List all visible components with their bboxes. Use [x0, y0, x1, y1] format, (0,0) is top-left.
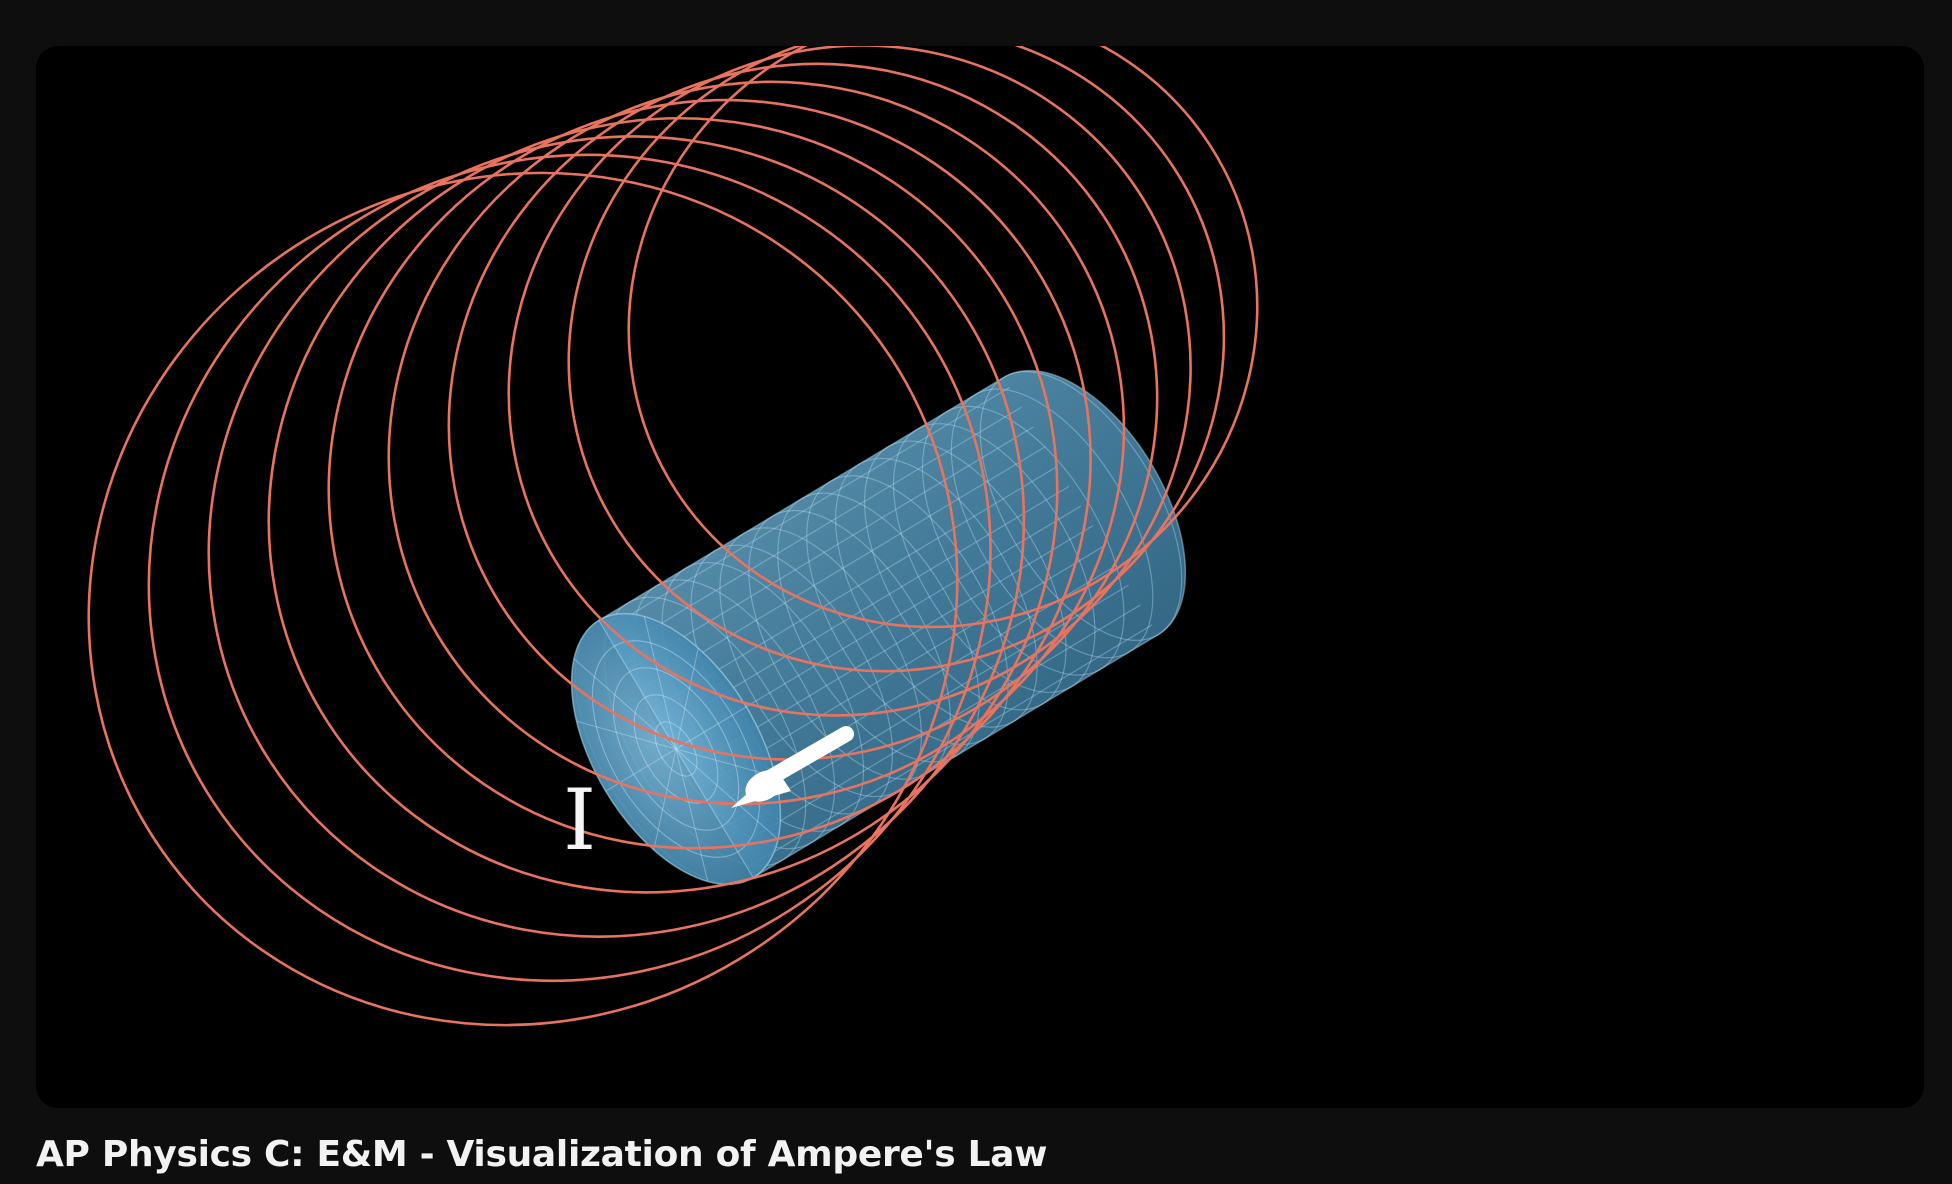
wire-grid-line [628, 426, 1034, 671]
wire-cap-spoke [675, 748, 776, 778]
wire-grid-ring [979, 371, 1183, 641]
field-loop-back-arc [567, 46, 1176, 531]
field-loop-back-arc [387, 80, 1070, 647]
wire-grid-ring [806, 475, 1009, 746]
magnetic-field-loops-back [87, 46, 1211, 840]
wire-grid-ring [892, 423, 1096, 694]
wire-cap-spoke [643, 616, 677, 750]
wire-grid-line [746, 624, 1153, 869]
wire-cap-spoke [576, 720, 677, 750]
current-label: I [563, 771, 596, 869]
magnetic-field-loops-front [152, 144, 1259, 1108]
wire-cap-grid [633, 694, 719, 804]
video-title: AP Physics C: E&M - Visualization of Amp… [36, 1134, 1048, 1175]
video-player[interactable]: I [36, 46, 1924, 1108]
field-loop-front-arc [501, 215, 1159, 761]
field-loop-back-arc [207, 135, 964, 763]
wire-cap-spoke [653, 748, 677, 850]
wire-grid-line [723, 584, 1129, 829]
wire-cap-grid [612, 667, 740, 831]
field-loop-front-arc [210, 334, 992, 983]
field-loop-front-arc [152, 358, 959, 1027]
wire-grid-ring [863, 440, 1067, 711]
field-loop-back-arc [147, 153, 929, 801]
wire-grid-ring [950, 388, 1154, 659]
wire-grid-ring [835, 457, 1038, 728]
field-loop-back-arc [627, 46, 1211, 492]
arrow-head-base [745, 770, 783, 802]
wire-grid-ring [777, 492, 980, 763]
current-direction-arrow [731, 726, 854, 808]
wire-cap-spoke [675, 748, 754, 878]
wire-cap-spoke [675, 706, 747, 750]
wire-cap-spoke [605, 748, 677, 792]
field-loop-back-arc [87, 171, 894, 840]
field-loop-back-arc [507, 46, 1141, 570]
wire-cap-spoke [675, 748, 779, 840]
wire-grid-line [616, 406, 1022, 651]
wire-cap-spoke [598, 620, 677, 750]
wire-cap-grid [654, 721, 698, 777]
wire-grid-line [640, 446, 1046, 691]
field-loop-front-arc [675, 144, 1259, 629]
field-loop-front-arc [559, 191, 1192, 717]
field-loop-back-arc [447, 62, 1105, 608]
field-loop-front-arc [617, 167, 1226, 673]
ampere-law-scene: I [87, 46, 1259, 1108]
field-loop-front-arc [443, 239, 1126, 806]
wire-cap-spoke [675, 748, 709, 882]
wire-cap-spoke [675, 648, 699, 750]
field-loop-front-arc [268, 310, 1026, 938]
wire-grid-line [604, 386, 1011, 631]
